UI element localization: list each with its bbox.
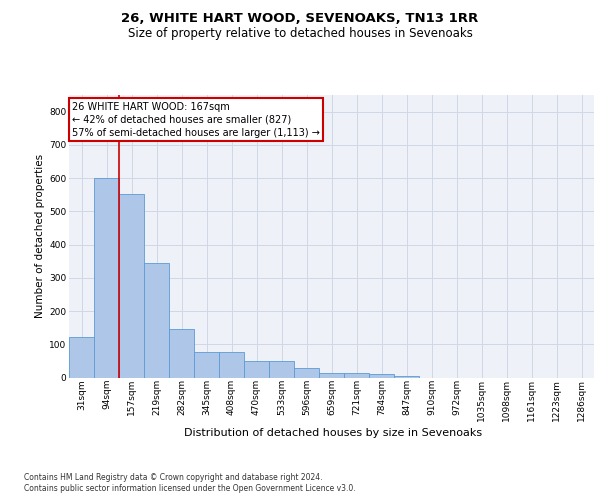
Bar — [94, 178, 119, 378]
Text: Contains HM Land Registry data © Crown copyright and database right 2024.: Contains HM Land Registry data © Crown c… — [24, 472, 323, 482]
Bar — [144, 263, 169, 378]
Bar — [369, 374, 394, 378]
Bar — [344, 373, 369, 378]
Bar — [69, 337, 94, 378]
Text: 26 WHITE HART WOOD: 167sqm
← 42% of detached houses are smaller (827)
57% of sem: 26 WHITE HART WOOD: 167sqm ← 42% of deta… — [72, 102, 320, 138]
Bar — [119, 194, 144, 378]
Bar — [394, 376, 419, 378]
Text: Contains public sector information licensed under the Open Government Licence v3: Contains public sector information licen… — [24, 484, 356, 493]
Bar — [319, 372, 344, 378]
Bar — [219, 352, 244, 378]
Text: 26, WHITE HART WOOD, SEVENOAKS, TN13 1RR: 26, WHITE HART WOOD, SEVENOAKS, TN13 1RR — [121, 12, 479, 26]
Bar — [169, 328, 194, 378]
Y-axis label: Number of detached properties: Number of detached properties — [35, 154, 45, 318]
Bar — [244, 360, 269, 378]
Text: Size of property relative to detached houses in Sevenoaks: Size of property relative to detached ho… — [128, 28, 472, 40]
Bar — [194, 352, 219, 378]
Bar — [294, 368, 319, 378]
Bar — [269, 360, 294, 378]
Text: Distribution of detached houses by size in Sevenoaks: Distribution of detached houses by size … — [184, 428, 482, 438]
